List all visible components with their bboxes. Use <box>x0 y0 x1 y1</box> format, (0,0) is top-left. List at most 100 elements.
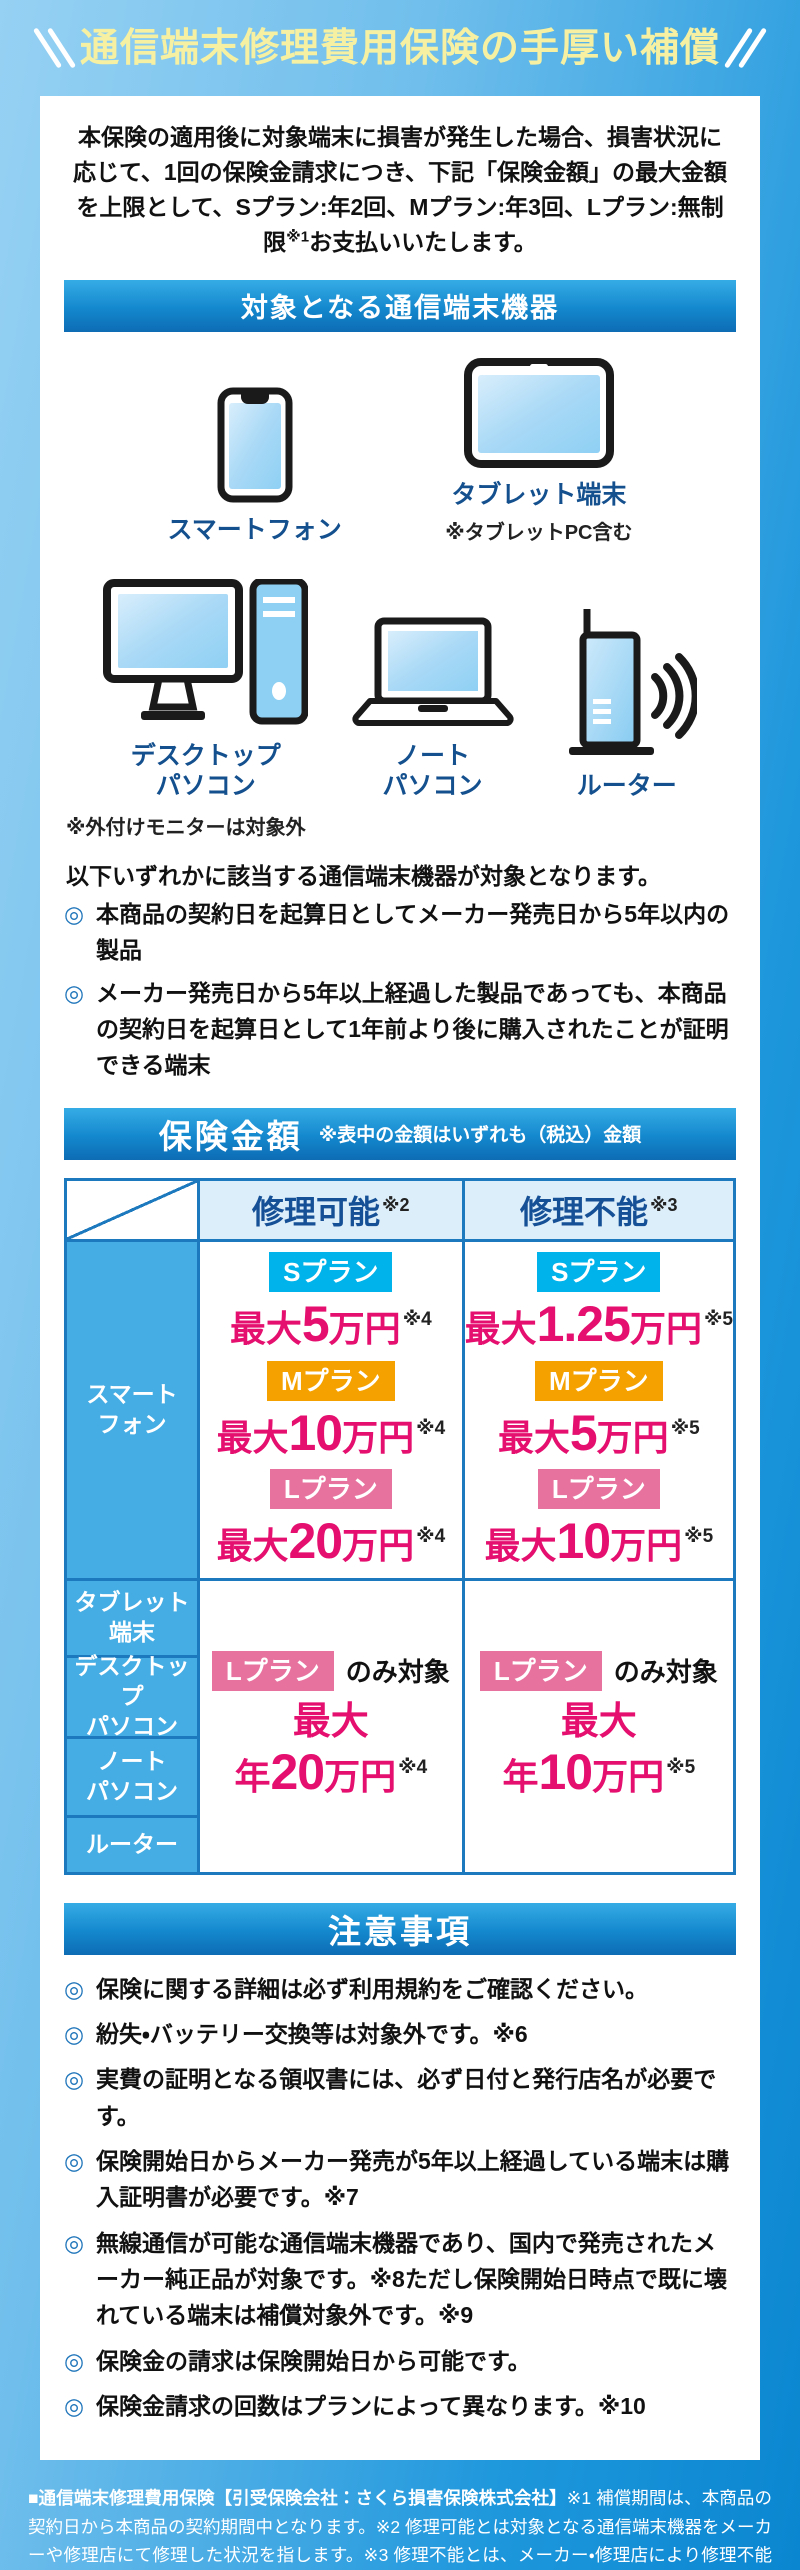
only-target-label: のみ対象 <box>345 1657 450 1688</box>
plan-group-l: Lプラン 最大10万円 ※5 <box>484 1469 713 1568</box>
list-item: ◎ 保険金請求の回数はプランによって異なります。※10 <box>64 2388 736 2424</box>
hero-header: 通信端末修理費用保険の手厚い補償 <box>0 0 800 96</box>
amount-value: 最大1.25万円 ※5 <box>464 1296 733 1353</box>
tablet-icon <box>463 357 614 468</box>
row-header-desktop: デスクトップ パソコン <box>67 1653 197 1739</box>
intro-text-tail: お支払いいたします。 <box>309 228 537 255</box>
plan-badge-s: Sプラン <box>269 1252 393 1293</box>
amount-value: 最大10万円 ※4 <box>216 1404 446 1461</box>
device-tablet: タブレット端末 ※タブレットPC含む <box>445 357 633 545</box>
amount-value: 最大20万円 ※4 <box>216 1513 446 1570</box>
eligibility-item: メーカー発売日から5年以上経過した製品であっても、本商品の契約日を起算日として1… <box>96 979 729 1079</box>
section-banner-devices: 対象となる通信端末機器 <box>64 279 736 332</box>
list-item: ◎ 実費の証明となる領収書には、必ず日付と発行店名が必要です。 <box>64 2061 736 2134</box>
device-label: ルーター <box>576 771 677 800</box>
smartphone-repairable-cell: Sプラン 最大5万円 ※4 Mプラン 最大10万円 ※4 Lプラン 最大20万円 ※4 <box>200 1241 462 1578</box>
eligibility-list: ◎ 本商品の契約日を起算日としてメーカー発売日から5年以内の製品 ◎ メーカー発… <box>64 896 736 1084</box>
intro-paragraph: 本保険の適用後に対象端末に損害が発生した場合、損害状況に応じて、1回の保険金請求… <box>68 120 732 260</box>
caution-item: 保険に関する詳細は必ず利用規約をご確認ください。 <box>96 1975 648 2002</box>
bullet-icon: ◎ <box>64 979 85 1006</box>
page-title: 通信端末修理費用保険の手厚い補償 <box>79 26 720 70</box>
device-smartphone: スマートフォン <box>168 387 342 545</box>
list-item: ◎ メーカー発売日から5年以上経過した製品であっても、本商品の契約日を起算日とし… <box>64 975 736 1084</box>
list-item: ◎ 無線通信が可能な通信端末機器であり、国内で発売されたメーカー純正品が対象です。… <box>64 2225 736 2334</box>
table-corner-cell <box>67 1180 197 1239</box>
device-label: デスクトップ パソコン <box>130 741 281 800</box>
l-plan-only-row: Lプラン のみ対象 <box>211 1650 450 1691</box>
intro-text: 本保険の適用後に対象端末に損害が発生した場合、損害状況に応じて、1回の保険金請求… <box>72 124 728 255</box>
plan-badge-l: Lプラン <box>211 1650 334 1691</box>
plan-badge-l: Lプラン <box>479 1650 602 1691</box>
column-header-repairable: 修理可能 ※2 <box>200 1180 462 1239</box>
amount-value: 最大 年10万円 ※5 <box>502 1700 696 1801</box>
caution-item: 保険開始日からメーカー発売が5年以上経過している端末は購入証明書が必要です。※7 <box>96 2148 730 2211</box>
list-item: ◎ 本商品の契約日を起算日としてメーカー発売日から5年以内の製品 <box>64 896 736 969</box>
bullet-icon: ◎ <box>64 2021 85 2048</box>
eligibility-item: 本商品の契約日を起算日としてメーカー発売日から5年以内の製品 <box>96 901 730 964</box>
eligibility-lead: 以下いずれかに該当する通信端末機器が対象となります。 <box>66 862 662 889</box>
plan-badge-m: Mプラン <box>266 1360 395 1401</box>
plan-group-m: Mプラン 最大10万円 ※4 <box>216 1360 446 1461</box>
plan-badge-m: Mプラン <box>534 1360 663 1401</box>
caution-item: 紛失・バッテリー交換等は対象外です。※6 <box>96 2021 528 2048</box>
decorative-backslashes-icon <box>32 25 77 71</box>
row-header-tablet: タブレット 端末 <box>67 1580 197 1655</box>
bullet-icon: ◎ <box>64 2148 85 2175</box>
fineprint-body: ※1 補償期間は、本商品の契約日から本商品の契約期間中となります。※2 修理可能… <box>28 2488 772 2566</box>
plan-group-m: Mプラン 最大5万円 ※5 <box>497 1360 700 1461</box>
l-plan-only-row: Lプラン のみ対象 <box>479 1650 718 1691</box>
section-title-devices: 対象となる通信端末機器 <box>240 293 560 324</box>
fineprint-lead: ■通信端末修理費用保険【引受保険会社：さくら損害保険株式会社】 <box>28 2488 567 2509</box>
row-header-router: ルーター <box>67 1817 197 1872</box>
section-banner-cautions: 注意事項 <box>64 1902 736 1955</box>
smartphone-icon <box>217 387 293 503</box>
smartphone-unrepairable-cell: Sプラン 最大1.25万円 ※5 Mプラン 最大5万円 ※5 Lプラン 最大10万円… <box>464 1241 733 1578</box>
caution-item: 実費の証明となる領収書には、必ず日付と発行店名が必要です。 <box>96 2066 717 2129</box>
only-target-label: のみ対象 <box>613 1657 718 1688</box>
laptop-icon <box>348 617 518 729</box>
cautions-section: 注意事項 ◎ 保険に関する詳細は必ず利用規約をご確認ください。 ◎ 紛失・バッテリー… <box>64 1902 736 2425</box>
bullet-icon: ◎ <box>64 2347 85 2374</box>
device-laptop: ノート パソコン <box>348 617 518 801</box>
device-label: タブレット端末 <box>451 480 627 509</box>
monitor-footnote: ※外付けモニターは対象外 <box>66 816 306 839</box>
tablet-note: ※タブレットPC含む <box>445 521 633 544</box>
plan-group-s: Sプラン 最大5万円 ※4 <box>230 1252 432 1351</box>
plan-badge-l: Lプラン <box>537 1469 660 1510</box>
desktop-icon <box>103 578 309 729</box>
caution-item: 保険金の請求は保険開始日から可能です。 <box>96 2347 531 2374</box>
device-row-1: スマートフォン タブレット端末 ※タブレットPC含む <box>64 357 736 545</box>
footnote-mark: ※2 <box>382 1195 410 1216</box>
section-title-cautions: 注意事項 <box>328 1912 472 1950</box>
device-label: ノート パソコン <box>382 741 483 800</box>
list-item: ◎ 保険に関する詳細は必ず利用規約をご確認ください。 <box>64 1971 736 2007</box>
amount-value: 最大5万円 ※5 <box>497 1404 700 1461</box>
list-item: ◎ 保険金の請求は保険開始日から可能です。 <box>64 2343 736 2379</box>
footnote-mark: ※3 <box>650 1195 678 1216</box>
amount-value: 最大5万円 ※4 <box>229 1296 432 1353</box>
column-header-unrepairable: 修理不能 ※3 <box>464 1180 733 1239</box>
bullet-icon: ◎ <box>64 901 85 928</box>
bullet-icon: ◎ <box>64 2066 85 2093</box>
caution-item: 保険金請求の回数はプランによって異なります。※10 <box>96 2393 646 2420</box>
cautions-list: ◎ 保険に関する詳細は必ず利用規約をご確認ください。 ◎ 紛失・バッテリー交換等は対… <box>64 1971 736 2425</box>
device-label: スマートフォン <box>167 515 342 544</box>
row-header-smartphone: スマート フォン <box>67 1241 197 1578</box>
plan-badge-l: Lプラン <box>269 1469 392 1510</box>
device-row-2: デスクトップ パソコン ノート パソコン <box>64 578 736 801</box>
list-item: ◎ 紛失・バッテリー交換等は対象外です。※6 <box>64 2016 736 2052</box>
section-banner-amounts: 保険金額 ※表中の金額はいずれも（税込）金額 <box>64 1107 736 1160</box>
bullet-icon: ◎ <box>64 2393 85 2420</box>
router-icon <box>557 607 697 759</box>
list-item: ◎ 保険開始日からメーカー発売が5年以上経過している端末は購入証明書が必要です。※… <box>64 2143 736 2216</box>
device-desktop: デスクトップ パソコン <box>103 578 309 801</box>
insurance-amounts-table: 修理可能 ※2 修理不能 ※3 スマート フォン Sプラン 最大5万円 ※4 Mプラン… <box>64 1177 736 1875</box>
amount-value: 最大 年20万円 ※4 <box>234 1700 428 1801</box>
column-header-label: 修理可能 <box>252 1193 381 1230</box>
plan-badge-s: Sプラン <box>537 1252 661 1293</box>
others-repairable-cell: Lプラン のみ対象 最大 年20万円 ※4 <box>200 1580 462 1872</box>
section-title-amounts: 保険金額 <box>158 1117 303 1155</box>
amounts-tax-note: ※表中の金額はいずれも（税込）金額 <box>318 1125 642 1147</box>
row-header-laptop: ノート パソコン <box>67 1738 197 1815</box>
